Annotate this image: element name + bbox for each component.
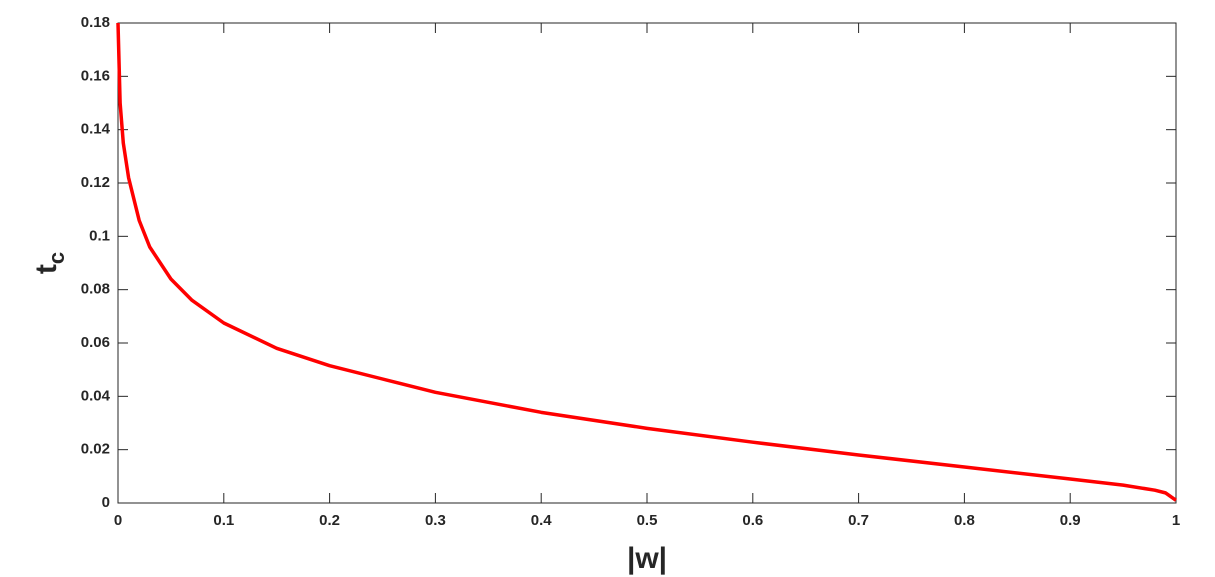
x-tick-label: 0 bbox=[114, 512, 122, 529]
y-tick-label: 0.08 bbox=[81, 281, 110, 298]
x-tick-label: 1 bbox=[1172, 512, 1180, 529]
y-tick-label: 0.06 bbox=[81, 334, 110, 351]
y-tick-label: 0.18 bbox=[81, 14, 110, 31]
x-tick-label: 0.9 bbox=[1060, 512, 1081, 529]
x-tick-label: 0.4 bbox=[531, 512, 553, 529]
x-tick-label: 0.1 bbox=[213, 512, 234, 529]
data-line bbox=[116, 22, 1178, 502]
x-tick-label: 0.8 bbox=[954, 512, 975, 529]
x-tick-label: 0.5 bbox=[637, 512, 658, 529]
x-tick-label: 0.6 bbox=[742, 512, 763, 529]
y-tick-label: 0.04 bbox=[81, 387, 111, 404]
y-axis-label: tc bbox=[30, 252, 69, 274]
x-tick-label: 0.3 bbox=[425, 512, 446, 529]
y-tick-label: 0.1 bbox=[89, 227, 110, 244]
x-tick-label: 0.7 bbox=[848, 512, 869, 529]
x-tick-label: 0.2 bbox=[319, 512, 340, 529]
x-axis-label: |w| bbox=[627, 542, 667, 575]
y-tick-label: 0.02 bbox=[81, 441, 110, 458]
y-tick-label: 0.14 bbox=[81, 121, 111, 138]
y-axis-label-main: t bbox=[30, 264, 63, 274]
y-tick-label: 0.16 bbox=[81, 67, 110, 84]
y-tick-label: 0 bbox=[102, 494, 110, 511]
y-axis-label-subscript: c bbox=[44, 252, 69, 264]
y-tick-label: 0.12 bbox=[81, 174, 110, 191]
